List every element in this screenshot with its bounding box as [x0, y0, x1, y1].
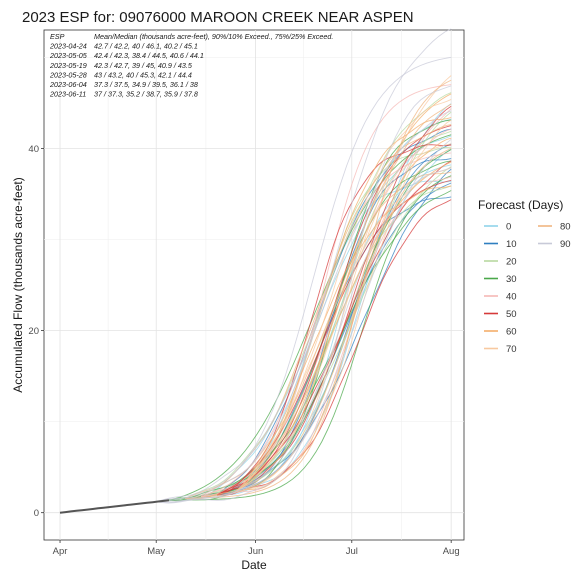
annotation-row-stats: 42.4 / 42.3, 38.4 / 44.5, 40.6 / 44.1: [94, 51, 204, 60]
x-tick-label: Apr: [53, 546, 68, 557]
legend-label-90: 90: [560, 239, 571, 250]
legend-label-0: 0: [506, 222, 511, 233]
forecast-trace-90: [156, 85, 452, 504]
forecast-traces: [59, 28, 452, 514]
annotation-header-stats: Mean/Median (thousands acre-feet), 90%/1…: [94, 32, 333, 41]
forecast-trace-90: [156, 56, 452, 503]
annotation-row-date: 2023-05-28: [49, 70, 87, 79]
annotation-row-date: 2023-05-19: [49, 61, 87, 70]
forecast-trace-30: [168, 149, 452, 502]
forecast-trace-90: [156, 138, 452, 503]
y-tick-label: 20: [28, 326, 39, 337]
legend-title: Forecast (Days): [478, 198, 563, 212]
y-tick-label: 0: [34, 508, 39, 519]
x-tick-label: Jul: [346, 546, 358, 557]
forecast-trace-90: [156, 110, 452, 503]
annotation-row-stats: 37 / 37.3, 35.2 / 38.7, 35.9 / 37.8: [94, 90, 198, 99]
forecast-trace-20: [184, 92, 452, 499]
annotation-row-date: 2023-05-05: [49, 51, 88, 60]
x-axis-label: Date: [241, 558, 267, 571]
forecast-trace-70: [232, 167, 452, 494]
legend-label-10: 10: [506, 239, 517, 250]
x-tick-label: May: [147, 546, 165, 557]
statistics-annotation: ESP Mean/Median (thousands acre-feet), 90…: [49, 32, 333, 99]
annotation-row-stats: 43 / 43.2, 40 / 45.3, 42.1 / 44.4: [94, 70, 192, 79]
y-axis-label: Accumulated Flow (thousands acre-feet): [11, 177, 25, 392]
annotation-row-stats: 42.7 / 42.2, 40 / 46.1, 40.2 / 45.1: [94, 42, 198, 51]
forecast-trace-30: [168, 175, 452, 501]
observed-baseline: [59, 499, 170, 514]
chart-title: 2023 ESP for: 09076000 MAROON CREEK NEAR…: [22, 9, 414, 26]
forecast-trace-40: [201, 84, 452, 498]
x-tick-label: Aug: [443, 546, 460, 557]
forecast-trace-60: [232, 161, 452, 494]
forecast-trace-70: [232, 75, 452, 494]
legend-label-50: 50: [506, 309, 517, 320]
forecast-trace-80: [185, 171, 452, 500]
annotation-header-esp: ESP: [50, 32, 65, 41]
forecast-trace-60: [232, 185, 452, 494]
annotation-row-date: 2023-06-11: [49, 90, 86, 99]
plot-panel: [43, 29, 465, 541]
annotation-row-stats: 37.3 / 37.5, 34.9 / 39.5, 36.1 / 38: [94, 80, 198, 89]
legend-label-70: 70: [506, 344, 517, 355]
legend-label-60: 60: [506, 327, 517, 338]
forecast-trace-70: [233, 119, 452, 494]
axis-ticks: Apr May Jun Jul Aug 0 20 40: [28, 144, 459, 557]
forecast-trace-50: [217, 144, 452, 496]
legend-label-20: 20: [506, 257, 517, 268]
forecast-trace-90: [156, 28, 452, 503]
forecast-trace-90: [156, 167, 452, 504]
grid-lines: [44, 30, 464, 540]
annotation-row-date: 2023-06-04: [49, 80, 87, 89]
x-tick-label: Jun: [248, 546, 263, 557]
annotation-row-stats: 42.3 / 42.7, 39 / 45, 40.9 / 43.5: [94, 61, 193, 70]
forecast-trace-60: [232, 117, 452, 494]
annotation-row-date: 2023-04-24: [49, 42, 87, 51]
legend-label-40: 40: [506, 292, 517, 303]
forecast-trace-80: [185, 79, 452, 499]
forecast-trace-40: [200, 128, 452, 498]
legend-label-80: 80: [560, 222, 571, 233]
legend: Forecast (Days) 0 10 20 30 40 50 60 70 80 90: [478, 198, 571, 355]
legend-label-30: 30: [506, 274, 517, 285]
y-tick-label: 40: [28, 144, 39, 155]
